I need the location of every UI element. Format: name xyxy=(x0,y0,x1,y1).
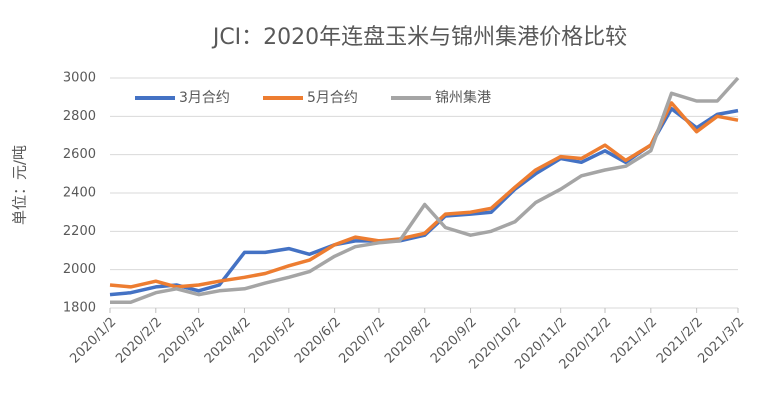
x-tick-label: 2020/2/2 xyxy=(113,315,165,367)
y-tick-label: 3000 xyxy=(63,71,96,86)
x-tick-label: 2020/7/2 xyxy=(336,315,388,367)
y-tick-label: 2000 xyxy=(63,262,96,277)
legend-label: 5月合约 xyxy=(307,90,358,106)
x-tick-label: 2021/3/2 xyxy=(695,315,747,367)
x-tick-label: 2020/4/2 xyxy=(202,315,254,367)
y-tick-label: 2800 xyxy=(63,109,96,124)
x-tick-label: 2020/6/2 xyxy=(292,315,344,367)
x-tick-label: 2020/5/2 xyxy=(246,315,298,367)
chart-title: JCI：2020年连盘玉米与锦州集港价格比较 xyxy=(211,25,627,50)
line-series xyxy=(109,101,739,289)
y-tick-label: 2200 xyxy=(63,224,96,239)
legend-label: 锦州集港 xyxy=(435,89,491,106)
x-tick-label: 2020/8/2 xyxy=(382,315,434,367)
line-series xyxy=(109,106,739,297)
x-tick-label: 2020/3/2 xyxy=(156,315,208,367)
legend-label: 3月合约 xyxy=(179,90,230,106)
line-series xyxy=(110,76,740,305)
x-tick-label: 2021/1/2 xyxy=(608,315,660,367)
y-tick-label: 2600 xyxy=(63,147,96,162)
y-tick-label: 2400 xyxy=(63,186,96,201)
y-tick-label: 1800 xyxy=(63,301,96,316)
x-tick-label: 2020/1/2 xyxy=(67,315,119,367)
y-axis-label: 单位：元/吨 xyxy=(11,145,29,225)
